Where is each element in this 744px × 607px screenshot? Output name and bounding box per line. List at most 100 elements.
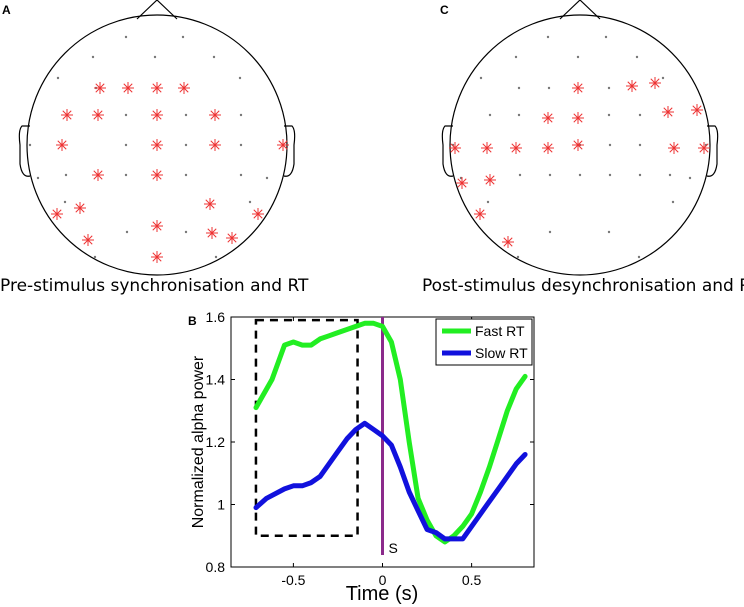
panel-a: A Pre-stimulus synchronisation and RT — [0, 0, 309, 296]
electrode-star-c-2 — [649, 77, 661, 89]
y-tick-label-3: 1.4 — [206, 372, 226, 388]
electrode-dot-c-20 — [488, 113, 492, 117]
electrode-dot-a-19 — [184, 113, 188, 117]
electrode-star-c-14 — [456, 177, 468, 189]
electrode-dot-a-18 — [124, 113, 128, 117]
head-outline-c — [441, 0, 719, 276]
electrode-star-c-9 — [481, 142, 493, 154]
electrode-dot-c-11 — [486, 200, 490, 204]
electrode-dot-c-21 — [517, 113, 521, 117]
nose-a — [136, 0, 178, 20]
electrode-star-c-17 — [502, 236, 514, 248]
electrode-star-a-3 — [178, 82, 190, 94]
legend: Fast RT Slow RT — [435, 318, 533, 366]
electrode-dot-c-26 — [638, 143, 642, 147]
electrode-star-c-7 — [691, 104, 703, 116]
electrode-star-a-4 — [61, 109, 73, 121]
electrodes-a — [28, 35, 289, 263]
x-tick-label-2: 0.5 — [462, 572, 482, 588]
electrode-dot-c-18 — [547, 86, 551, 90]
left-ear-a — [18, 125, 31, 177]
electrode-star-c-3 — [542, 112, 554, 124]
electrode-star-a-8 — [56, 139, 68, 151]
electrode-dot-a-20 — [239, 113, 243, 117]
electrode-dot-a-13 — [125, 230, 129, 234]
electrode-dot-a-23 — [239, 143, 243, 147]
electrode-dot-a-1 — [181, 35, 185, 39]
x-tick-label-0: -0.5 — [281, 572, 305, 588]
y-tick-label-4: 1.6 — [206, 309, 226, 325]
electrodes-c — [449, 35, 710, 259]
electrode-star-a-18 — [151, 220, 163, 232]
electrode-dot-c-25 — [608, 143, 612, 147]
electrode-star-a-9 — [151, 139, 163, 151]
right-ear-a — [283, 125, 296, 177]
electrode-dot-a-2 — [91, 55, 95, 59]
electrode-dot-c-30 — [608, 173, 612, 177]
electrode-dot-c-5 — [479, 76, 483, 80]
electrode-dot-c-1 — [604, 35, 608, 39]
electrode-star-c-5 — [572, 139, 584, 151]
electrode-star-c-8 — [449, 142, 461, 154]
electrode-dot-a-12 — [248, 200, 252, 204]
electrode-star-a-12 — [92, 169, 104, 181]
electrode-dot-c-13 — [548, 230, 552, 234]
electrode-star-a-15 — [74, 202, 86, 214]
y-axis-label: Normalized alpha power — [190, 355, 207, 528]
nose-c — [559, 0, 601, 20]
electrode-star-a-13 — [151, 169, 163, 181]
legend-label-slow: Slow RT — [475, 345, 528, 361]
electrode-dot-c-2 — [514, 55, 518, 59]
panel-b: B -0.5 0 0.5 0.8 1 1.2 1.4 1.6 S Time (s) Norm… — [188, 309, 535, 605]
electrode-dot-c-3 — [576, 55, 580, 59]
electrode-dot-a-16 — [214, 255, 218, 259]
electrode-star-a-19 — [206, 227, 218, 239]
electrode-star-c-11 — [542, 142, 554, 154]
electrode-dot-c-23 — [638, 113, 642, 117]
electrode-star-a-22 — [151, 251, 163, 263]
legend-label-fast: Fast RT — [475, 323, 525, 339]
electrode-dot-a-0 — [124, 35, 128, 39]
electrode-star-a-6 — [151, 109, 163, 121]
y-tick-label-2: 1.2 — [206, 434, 226, 450]
electrode-dot-a-21 — [124, 143, 128, 147]
y-tick-label-0: 0.8 — [206, 559, 226, 575]
electrode-dot-c-22 — [607, 113, 611, 117]
electrode-star-a-7 — [209, 109, 221, 121]
electrode-dot-a-11 — [63, 200, 67, 204]
panel-c-letter: C — [440, 3, 449, 17]
electrode-dot-c-0 — [546, 35, 550, 39]
y-axis-ticks: 0.8 1 1.2 1.4 1.6 — [206, 309, 534, 575]
electrode-star-a-10 — [209, 139, 221, 151]
panel-c: C Post-stimulus desynchronisation and RT — [422, 0, 744, 296]
electrode-star-c-4 — [572, 112, 584, 124]
electrode-star-a-1 — [122, 82, 134, 94]
electrode-star-c-12 — [668, 142, 680, 154]
electrode-dot-c-32 — [668, 173, 672, 177]
chart-series — [253, 320, 528, 545]
electrode-dot-c-10 — [688, 176, 692, 180]
electrode-dot-a-26 — [184, 173, 188, 177]
electrode-dot-c-12 — [671, 200, 675, 204]
electrode-dot-a-14 — [184, 230, 188, 234]
left-ear-c — [441, 125, 454, 177]
stimulus-label: S — [389, 540, 398, 556]
series-line-slow-rt — [253, 420, 528, 542]
electrode-star-a-16 — [204, 198, 216, 210]
electrode-dot-c-29 — [578, 173, 582, 177]
electrode-star-c-13 — [698, 142, 710, 154]
electrode-dot-c-19 — [607, 86, 611, 90]
electrode-dot-c-14 — [607, 230, 611, 234]
electrode-dot-a-10 — [265, 176, 269, 180]
panel-a-letter: A — [2, 3, 11, 17]
electrode-dot-a-3 — [153, 55, 157, 59]
electrode-dot-c-15 — [516, 255, 520, 259]
right-ear-c — [706, 125, 719, 177]
electrode-star-c-1 — [626, 80, 638, 92]
electrode-star-c-0 — [572, 82, 584, 94]
legend-box — [435, 318, 533, 366]
electrode-dot-a-25 — [124, 173, 128, 177]
electrode-dot-a-4 — [212, 55, 216, 59]
electrode-dot-c-28 — [548, 173, 552, 177]
electrode-dot-a-5 — [56, 76, 60, 80]
